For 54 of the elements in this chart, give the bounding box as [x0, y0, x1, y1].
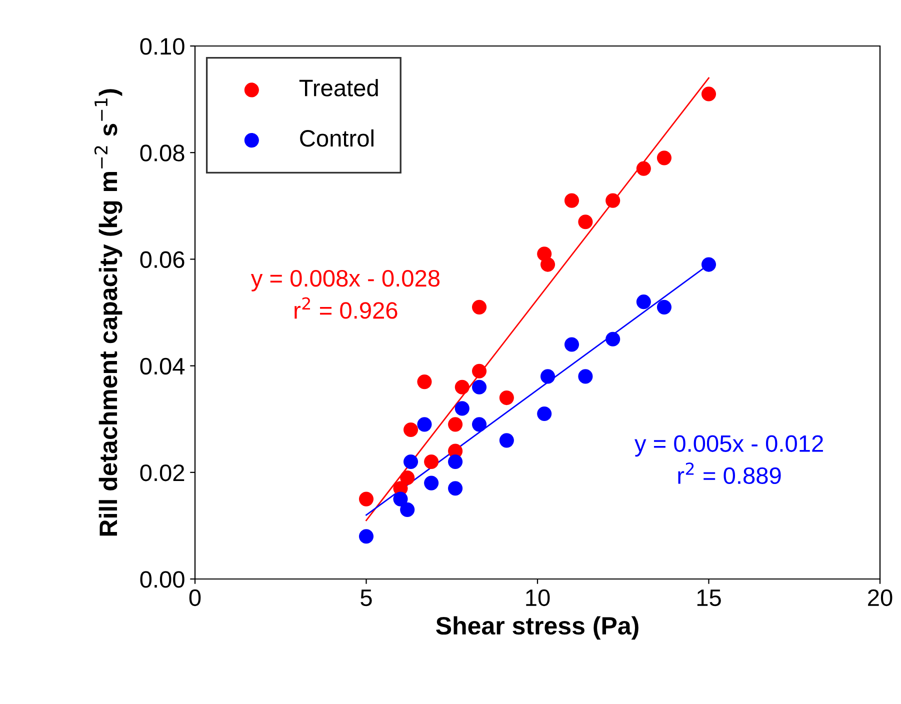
point: [636, 161, 651, 176]
x-tick-label: 15: [697, 590, 721, 606]
y-axis-title: Rill detachment capacity (kg m$^{−2}$ s$^{−1}$): [94, 89, 122, 536]
point: [424, 476, 439, 490]
point: [606, 193, 620, 208]
point: [448, 417, 463, 432]
point: [358, 492, 374, 506]
point: [417, 374, 432, 390]
point: [578, 214, 593, 230]
point: [472, 417, 487, 432]
point: [454, 380, 470, 394]
y-tick-label: 0.06: [140, 251, 184, 268]
point: [472, 364, 487, 378]
point: [606, 332, 620, 346]
x-tick-label: 10: [526, 589, 550, 606]
point: [393, 492, 408, 506]
point: [358, 529, 374, 544]
point: [472, 300, 487, 314]
point: [417, 417, 432, 432]
point: [424, 454, 439, 470]
point: [540, 257, 556, 272]
point: [701, 257, 716, 272]
point: [636, 294, 651, 310]
point: [472, 380, 487, 394]
y-tick-label: 0.04: [140, 358, 185, 375]
point: [454, 401, 470, 416]
point: [540, 369, 556, 384]
point: [403, 454, 418, 470]
point: [400, 470, 415, 486]
point: [499, 433, 514, 448]
x-tick-label: 0: [189, 589, 201, 606]
point: [400, 502, 415, 517]
point: [448, 481, 463, 496]
legend-label: Treated: [299, 79, 378, 96]
y-tick-label: 0.02: [140, 464, 184, 482]
annotation: y = 0.008x - 0.028 r$^{2}$ = 0.926: [250, 270, 440, 319]
point: [656, 300, 672, 314]
point: [499, 390, 514, 406]
point: [701, 86, 716, 102]
legend-label: Control: [300, 129, 374, 147]
point: [564, 193, 580, 208]
point: [448, 454, 463, 470]
y-tick-label: 0.00: [140, 571, 184, 588]
point: [656, 150, 672, 166]
point: [537, 406, 552, 422]
y-tick-label: 0.08: [140, 144, 184, 162]
x-tick-label: 5: [360, 590, 372, 606]
annotation: y = 0.005x - 0.012 r$^{2}$ = 0.889: [634, 435, 823, 484]
y-tick-label: 0.10: [140, 38, 184, 55]
x-axis-title: Shear stress (Pa): [436, 616, 638, 640]
point: [578, 369, 593, 384]
x-tick-label: 20: [868, 589, 892, 606]
point: [564, 337, 580, 352]
point: [403, 422, 418, 438]
